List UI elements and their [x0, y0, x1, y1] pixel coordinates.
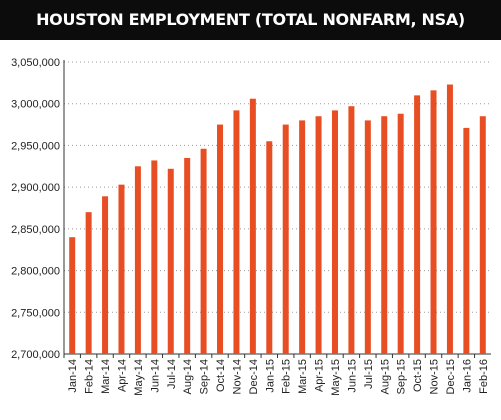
x-tick-label: Jan-16: [461, 359, 473, 393]
bar: [331, 110, 338, 354]
x-tick-label: Sep-15: [396, 359, 408, 394]
bar: [233, 110, 240, 354]
chart-title: HOUSTON EMPLOYMENT (TOTAL NONFARM, NSA): [36, 10, 465, 29]
y-tick-label: 3,000,000: [11, 99, 60, 111]
x-tick-label: Jun-15: [346, 359, 358, 393]
bar: [315, 116, 322, 354]
x-tick-label: Apr-15: [314, 359, 326, 392]
x-tick-label: Jan-14: [67, 359, 79, 393]
y-tick-label: 3,050,000: [11, 57, 60, 69]
bar: [446, 84, 453, 355]
y-tick-label: 2,900,000: [11, 182, 60, 194]
x-tick-label: May-14: [133, 359, 145, 396]
bar: [118, 184, 125, 354]
bar: [69, 237, 76, 354]
bar: [85, 212, 92, 354]
x-tick-label: Dec-14: [248, 359, 260, 394]
bar: [282, 124, 289, 354]
x-tick-label: Oct-15: [412, 359, 424, 392]
bar: [134, 166, 141, 354]
y-tick-label: 2,700,000: [11, 349, 60, 361]
x-tick-label: Mar-14: [100, 359, 112, 394]
y-tick-label: 2,800,000: [11, 266, 60, 278]
bar: [381, 116, 388, 354]
x-tick-label: Apr-14: [116, 359, 128, 392]
x-tick-label: Nov-15: [429, 359, 441, 394]
y-tick-label: 2,950,000: [11, 140, 60, 152]
bar: [364, 120, 371, 355]
bar: [249, 98, 256, 354]
x-tick-label: Nov-14: [231, 359, 243, 394]
bar: [102, 196, 109, 354]
bar: [430, 90, 437, 354]
x-tick-label: Feb-15: [281, 359, 293, 394]
x-tick-label: Jul-14: [166, 359, 178, 389]
x-tick-label: Jan-15: [264, 359, 276, 393]
bar: [151, 160, 158, 354]
x-tick-label: Oct-14: [215, 359, 227, 392]
bar: [266, 141, 273, 354]
bar: [184, 157, 191, 354]
x-tick-label: Sep-14: [199, 359, 211, 394]
bar: [414, 95, 421, 354]
bar: [200, 148, 207, 354]
bar: [479, 116, 486, 354]
x-tick-label: Aug-15: [379, 359, 391, 394]
y-tick-label: 2,850,000: [11, 224, 60, 236]
y-tick-label: 2,750,000: [11, 307, 60, 319]
x-tick-label: Feb-14: [84, 359, 96, 394]
bar: [397, 113, 404, 355]
bar: [463, 127, 470, 354]
bar: [348, 106, 355, 355]
x-tick-label: Aug-14: [182, 359, 194, 394]
bar-chart: 2,700,000 2,750,000 2,800,000 2,850,000 2,90…: [11, 57, 491, 396]
bar: [167, 168, 174, 354]
bar: [299, 120, 306, 355]
x-tick-label: Jul-15: [363, 359, 375, 389]
x-tick-label: Jun-14: [149, 359, 161, 393]
x-tick-label: Dec-15: [445, 359, 457, 394]
x-tick-label: Mar-15: [297, 359, 309, 394]
x-tick-label: Feb-16: [478, 359, 490, 394]
x-tick-label: May-15: [330, 359, 342, 396]
bar: [217, 124, 224, 354]
title-bar: HOUSTON EMPLOYMENT (TOTAL NONFARM, NSA): [0, 0, 501, 40]
